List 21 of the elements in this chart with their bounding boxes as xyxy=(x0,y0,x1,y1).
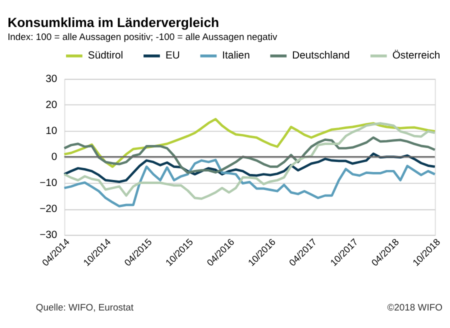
legend-label: Österreich xyxy=(392,50,440,62)
line-series xyxy=(63,152,436,183)
legend-label: Italien xyxy=(222,50,250,62)
y-tick-label: 0 xyxy=(51,152,58,164)
y-tick-label: −10 xyxy=(40,178,58,190)
legend-label: EU xyxy=(165,50,180,62)
chart-title: Konsumklima im Ländervergleich xyxy=(8,14,220,30)
chart-subtitle: Index: 100 = alle Aussagen positiv; -100 = alle Aussagen negativ xyxy=(8,32,278,44)
legend-label: Deutschland xyxy=(292,50,350,62)
y-tick-label: −20 xyxy=(40,204,58,216)
y-tick-label: 20 xyxy=(46,100,58,112)
line-series xyxy=(63,118,436,168)
y-tick-label: 10 xyxy=(46,126,58,138)
text: ©2018 WIFO xyxy=(387,302,442,314)
line-series xyxy=(63,122,436,200)
line-series xyxy=(63,158,436,208)
y-tick-label: −30 xyxy=(40,230,58,242)
source-note: Quelle: WIFO, Eurostat xyxy=(36,302,134,314)
y-tick-label: 30 xyxy=(46,74,58,86)
legend-label: Südtirol xyxy=(88,50,124,62)
line-series xyxy=(63,136,436,174)
